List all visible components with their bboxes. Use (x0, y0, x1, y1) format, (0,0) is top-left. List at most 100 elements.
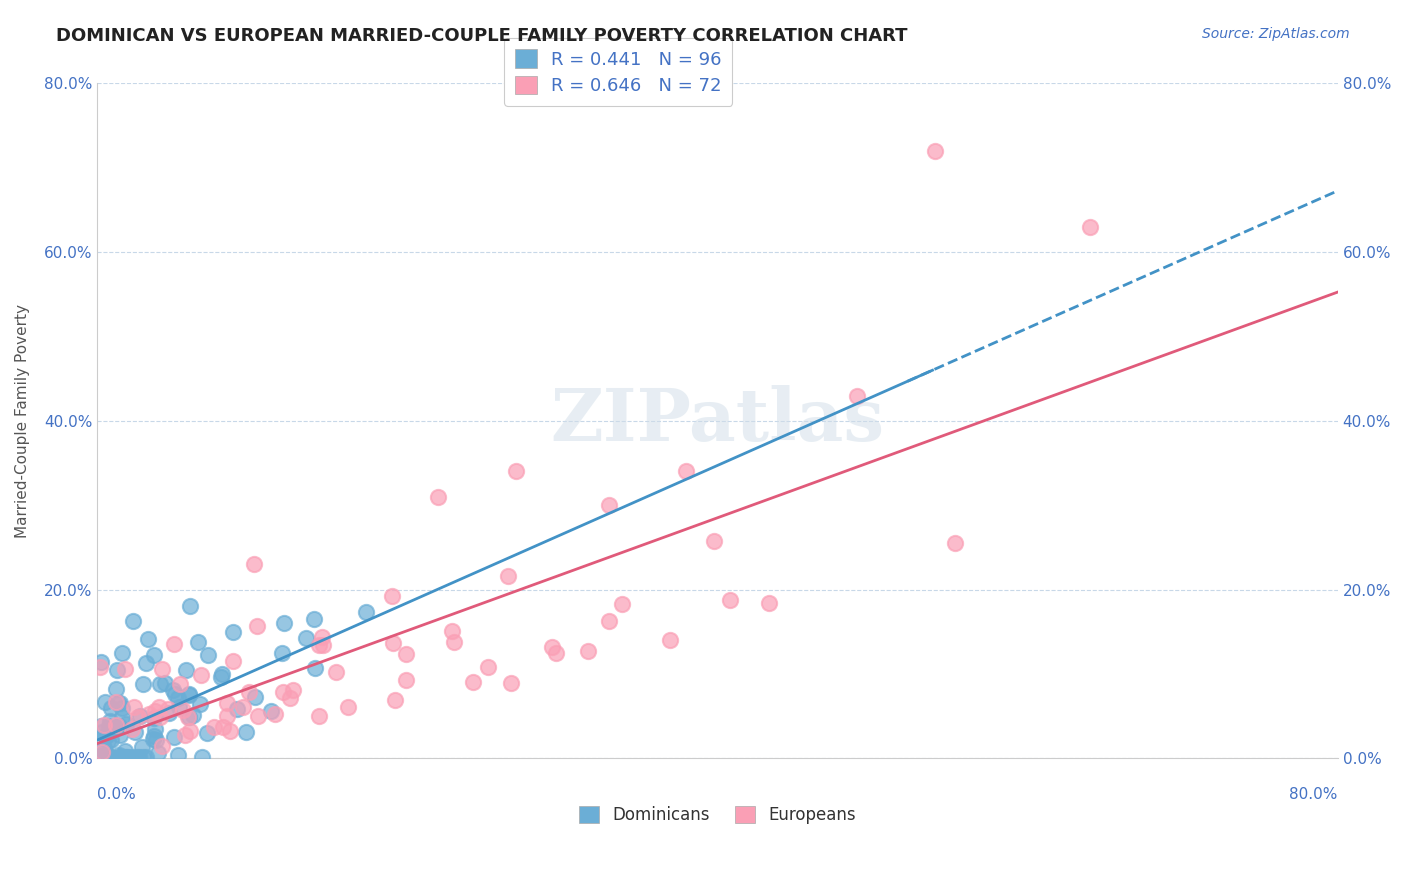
Point (107, 696, 129, 710)
Point (143, 723, 166, 737)
Point (97, 733, 120, 747)
Point (174, 663, 197, 677)
Point (610, 597, 633, 611)
Point (132, 677, 155, 691)
Point (114, 717, 136, 731)
Point (271, 685, 294, 699)
Point (146, 746, 169, 760)
Point (122, 614, 145, 628)
Point (576, 644, 599, 658)
Point (217, 696, 239, 710)
Point (157, 702, 180, 716)
Point (226, 701, 249, 715)
Point (143, 648, 166, 663)
Point (245, 690, 267, 704)
Point (111, 709, 134, 723)
Point (104, 681, 127, 696)
Point (150, 662, 173, 676)
Point (131, 740, 153, 755)
Point (304, 661, 326, 675)
Point (98, 750, 121, 764)
Point (125, 750, 148, 764)
Point (443, 635, 465, 649)
Point (89, 750, 111, 764)
Point (96, 728, 118, 742)
Point (232, 700, 254, 714)
Point (142, 729, 165, 743)
Point (354, 606, 377, 620)
Point (115, 750, 138, 764)
Point (238, 685, 260, 699)
Point (215, 708, 238, 723)
Point (381, 635, 404, 649)
Point (169, 677, 191, 691)
Point (96, 750, 118, 764)
Point (924, 144, 946, 158)
Point (598, 614, 620, 628)
Point (188, 697, 211, 711)
Point (138, 632, 160, 647)
Point (135, 750, 157, 764)
Point (191, 750, 214, 764)
Point (98, 750, 121, 764)
Point (105, 695, 128, 709)
Point (163, 687, 186, 701)
Point (179, 599, 201, 613)
Point (135, 656, 157, 670)
Point (162, 730, 184, 744)
Point (90, 750, 112, 764)
Text: Source: ZipAtlas.com: Source: ZipAtlas.com (1202, 27, 1350, 41)
Point (121, 723, 143, 737)
Point (94, 729, 117, 743)
Point (90, 719, 112, 733)
Point (153, 676, 176, 690)
Text: 80.0%: 80.0% (1289, 787, 1337, 802)
Point (598, 498, 620, 512)
Point (142, 731, 165, 746)
Point (311, 630, 333, 644)
Point (143, 705, 166, 719)
Point (89, 660, 111, 674)
Point (308, 709, 330, 723)
Point (97, 719, 120, 733)
Point (440, 624, 463, 638)
Point (1078, 219, 1101, 234)
Point (91, 724, 114, 739)
Point (148, 699, 170, 714)
Point (162, 682, 184, 697)
Point (167, 699, 190, 714)
Point (110, 696, 132, 710)
Point (107, 719, 129, 733)
Point (150, 739, 173, 754)
Point (308, 638, 330, 652)
Point (221, 625, 243, 640)
Point (149, 710, 172, 724)
Point (101, 721, 124, 735)
Point (149, 677, 172, 691)
Point (202, 720, 225, 734)
Point (703, 533, 725, 548)
Point (477, 660, 499, 674)
Point (89, 743, 111, 757)
Point (104, 718, 127, 732)
Point (263, 707, 285, 722)
Point (505, 465, 527, 479)
Y-axis label: Married-Couple Family Poverty: Married-Couple Family Poverty (15, 304, 30, 538)
Text: DOMINICAN VS EUROPEAN MARRIED-COUPLE FAMILY POVERTY CORRELATION CHART: DOMINICAN VS EUROPEAN MARRIED-COUPLE FAM… (56, 27, 908, 45)
Point (325, 665, 347, 680)
Point (395, 673, 418, 688)
Point (128, 709, 150, 723)
Point (243, 557, 266, 571)
Point (105, 663, 128, 677)
Point (138, 707, 160, 722)
Point (100, 733, 122, 747)
Point (94, 747, 117, 762)
Point (544, 646, 567, 660)
Point (246, 619, 269, 633)
Point (846, 388, 869, 402)
Point (943, 536, 966, 550)
Point (100, 750, 122, 764)
Point (91, 750, 114, 764)
Point (111, 646, 134, 660)
Point (107, 747, 129, 762)
